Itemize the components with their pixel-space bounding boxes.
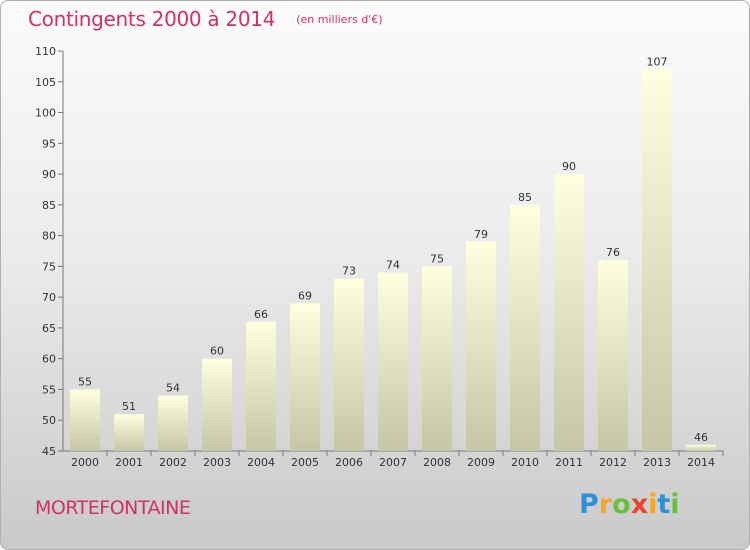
chart-bars xyxy=(70,69,716,452)
data-label-2009: 79 xyxy=(474,228,488,241)
bar-2003 xyxy=(202,358,232,451)
chart-axes: 45 50 55 60 65 70 75 80 85 90 95 100 105 110 2000 2001 2… xyxy=(35,45,724,469)
data-label-2010: 85 xyxy=(518,191,532,204)
data-label-2004: 66 xyxy=(254,308,268,321)
commune-name: MORTEFONTAINE xyxy=(35,497,191,519)
bar-2006 xyxy=(334,278,364,451)
bar-2014 xyxy=(686,444,716,451)
y-tick-label: 100 xyxy=(35,107,56,120)
y-tick-label: 65 xyxy=(42,322,56,335)
chart-title-row: Contingents 2000 à 2014 (en milliers d'€… xyxy=(28,7,383,31)
y-tick-label: 70 xyxy=(42,291,56,304)
x-tick-label: 2009 xyxy=(467,456,495,469)
bar-2007 xyxy=(378,272,408,451)
chart-data-labels: 55 51 54 60 66 69 73 74 75 79 85 90 76 107 46 xyxy=(78,55,708,443)
bar-2002 xyxy=(158,395,188,451)
x-tick-label: 2008 xyxy=(423,456,451,469)
data-label-2014: 46 xyxy=(694,431,708,444)
y-tick-label: 45 xyxy=(42,445,56,458)
data-label-2000: 55 xyxy=(78,375,92,388)
x-tick-label: 2006 xyxy=(335,456,363,469)
data-label-2007: 74 xyxy=(386,259,400,272)
x-tick-label: 2007 xyxy=(379,456,407,469)
y-tick-label: 55 xyxy=(42,383,56,396)
data-label-2002: 54 xyxy=(166,382,180,395)
bar-2001 xyxy=(114,414,144,451)
y-tick-label: 85 xyxy=(42,199,56,212)
chart-subtitle: (en milliers d'€) xyxy=(296,13,383,26)
x-tick-label: 2010 xyxy=(511,456,539,469)
logo-letter: t xyxy=(657,489,671,520)
logo-letter: i xyxy=(648,489,658,520)
bar-2000 xyxy=(70,389,100,451)
y-tick-label: 80 xyxy=(42,230,56,243)
logo-letter: x xyxy=(630,489,649,520)
y-tick-label: 95 xyxy=(42,137,56,150)
x-tick-label: 2003 xyxy=(203,456,231,469)
data-label-2001: 51 xyxy=(122,400,136,413)
x-tick-label: 2013 xyxy=(643,456,671,469)
bar-2005 xyxy=(290,303,320,451)
bar-2012 xyxy=(598,260,628,451)
x-tick-label: 2002 xyxy=(159,456,187,469)
data-label-2012: 76 xyxy=(606,246,620,259)
data-label-2003: 60 xyxy=(210,345,224,358)
data-label-2006: 73 xyxy=(342,265,356,278)
proxiti-logo: Proxiti xyxy=(579,489,680,520)
x-tick-label: 2005 xyxy=(291,456,319,469)
x-tick-label: 2011 xyxy=(555,456,583,469)
bar-2013 xyxy=(642,69,672,451)
data-label-2008: 75 xyxy=(430,252,444,265)
bar-2010 xyxy=(510,204,540,451)
y-tick-label: 60 xyxy=(42,353,56,366)
x-tick-label: 2014 xyxy=(687,456,715,469)
x-tick-label: 2000 xyxy=(71,456,99,469)
bar-2011 xyxy=(554,174,584,452)
y-tick-label: 90 xyxy=(42,168,56,181)
x-tick-label: 2012 xyxy=(599,456,627,469)
data-label-2005: 69 xyxy=(298,289,312,302)
data-label-2011: 90 xyxy=(562,160,576,173)
x-tick-label: 2004 xyxy=(247,456,275,469)
y-tick-label: 110 xyxy=(35,45,56,58)
y-tick-label: 50 xyxy=(42,414,56,427)
chart-title: Contingents 2000 à 2014 xyxy=(28,7,276,31)
data-label-2013: 107 xyxy=(647,55,668,68)
bar-2008 xyxy=(422,266,452,451)
logo-letter: i xyxy=(670,489,680,520)
logo-letter: P xyxy=(579,489,599,520)
bar-2009 xyxy=(466,241,496,451)
bar-2004 xyxy=(246,321,276,451)
y-tick-label: 75 xyxy=(42,260,56,273)
logo-letter: o xyxy=(612,489,631,520)
y-tick-label: 105 xyxy=(35,76,56,89)
x-tick-label: 2001 xyxy=(115,456,143,469)
logo-letter: r xyxy=(598,489,613,520)
